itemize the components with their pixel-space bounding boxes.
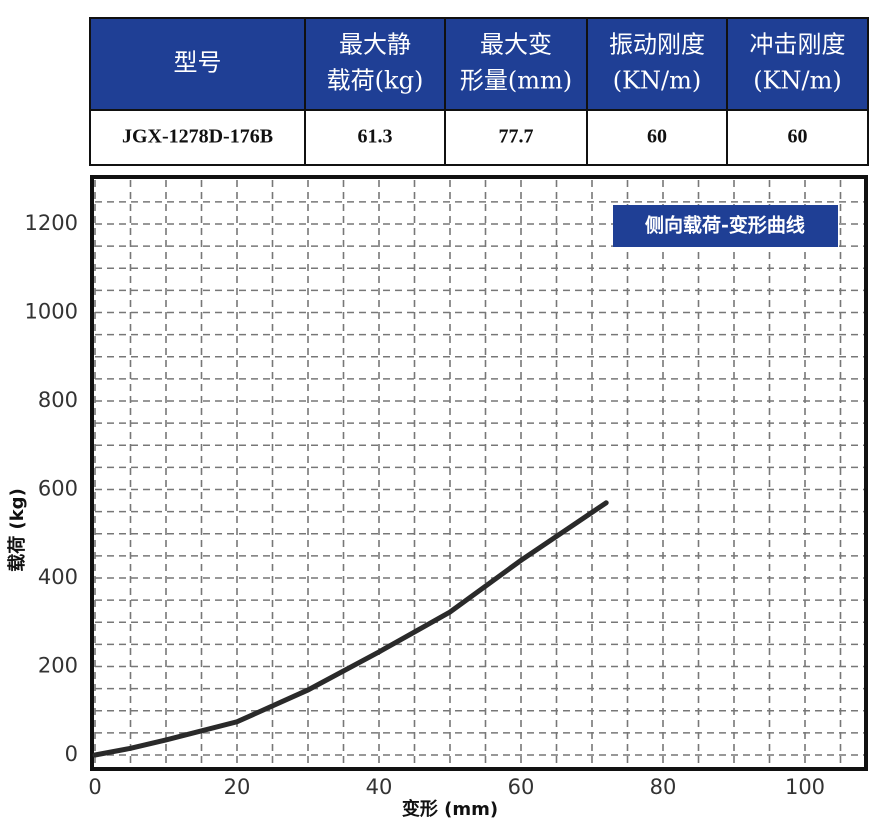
y-tick-label: 1000 (25, 300, 78, 324)
x-tick-label: 0 (88, 775, 101, 799)
table-header-cell: (KN/m) (753, 67, 842, 95)
table-header-cell: 最大变 (480, 31, 552, 59)
table-cell: JGX-1278D-176B (122, 126, 273, 148)
legend-title: 侧向载荷-变形曲线 (645, 214, 805, 237)
table-header-cell: 最大静 (339, 31, 411, 59)
x-tick-label: 40 (366, 775, 393, 799)
legend-box (613, 205, 838, 247)
plot-frame (90, 175, 868, 771)
y-tick-label: 1200 (25, 211, 78, 235)
data-line (92, 500, 609, 758)
y-tick-label: 600 (38, 477, 78, 501)
table-cell: 60 (647, 126, 667, 148)
table-header-cell: 型号 (174, 49, 222, 77)
y-tick-label: 800 (38, 388, 78, 412)
y-tick-label: 400 (38, 565, 78, 589)
x-tick-label: 60 (508, 775, 535, 799)
y-tick-label: 200 (38, 654, 78, 678)
table-header-cell: 冲击刚度 (750, 31, 846, 59)
table-header-bg (89, 17, 869, 111)
y-axis-label: 载荷 (kg) (6, 488, 28, 572)
table-header-cell: 振动刚度 (609, 31, 705, 59)
x-tick-label: 20 (224, 775, 251, 799)
table-row-bg (89, 109, 869, 166)
table-header-cell: 载荷(kg) (327, 67, 424, 95)
table-header-cell: 形量(mm) (460, 67, 572, 95)
x-axis-label: 变形 (mm) (402, 798, 498, 820)
table-cell: 77.7 (499, 126, 534, 148)
x-tick-label: 80 (650, 775, 677, 799)
table-cell: 61.3 (358, 126, 393, 148)
y-tick-label: 0 (65, 742, 78, 766)
x-tick-label: 100 (785, 775, 825, 799)
table-cell: 60 (788, 126, 808, 148)
chart (92, 180, 864, 767)
table-header-cell: (KN/m) (613, 67, 702, 95)
